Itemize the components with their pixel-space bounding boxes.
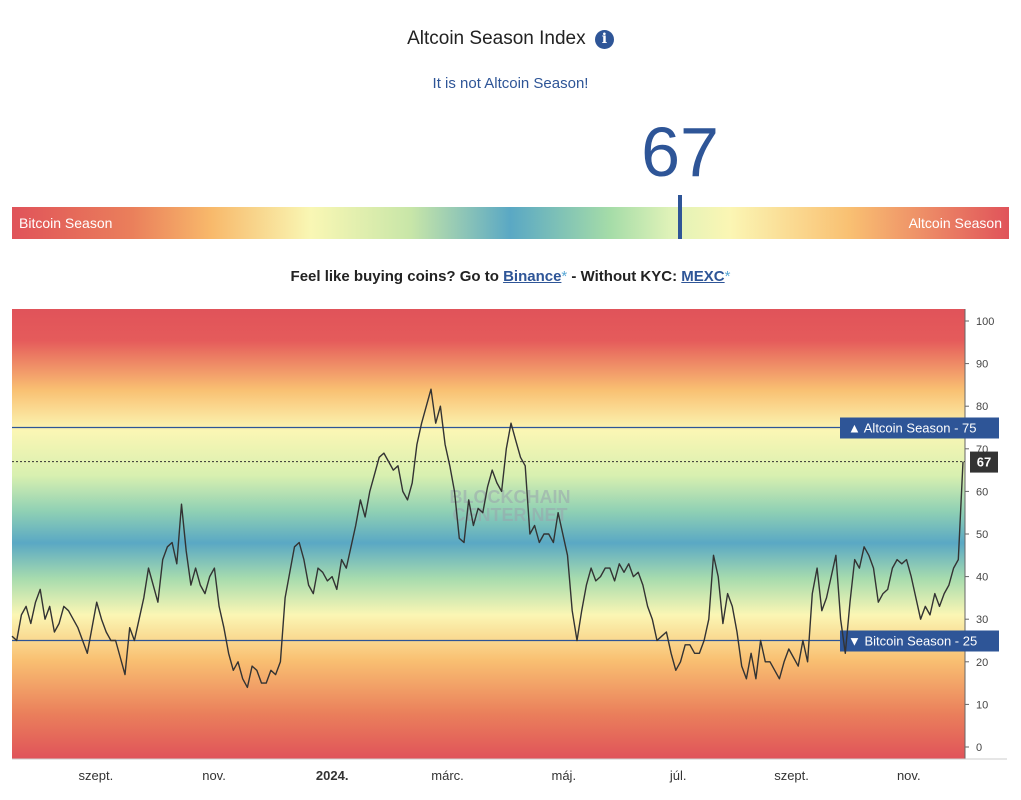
gauge-marker bbox=[677, 195, 682, 239]
y-tick-label: 30 bbox=[976, 614, 988, 626]
threshold-badge bbox=[840, 630, 999, 652]
promo-middle: - Without KYC: bbox=[567, 268, 682, 285]
y-tick-label: 20 bbox=[976, 657, 988, 669]
current-value: 67 bbox=[12, 451, 998, 473]
mexc-star: * bbox=[724, 268, 731, 285]
y-tick-label: 90 bbox=[976, 359, 988, 371]
y-tick-label: 100 bbox=[976, 316, 994, 328]
promo-prefix: Feel like buying coins? Go to bbox=[290, 268, 504, 285]
threshold-badge bbox=[840, 417, 999, 439]
x-tick-label: nov. bbox=[897, 768, 921, 783]
x-tick-label: szept. bbox=[79, 768, 114, 783]
index-value: 67 bbox=[641, 113, 719, 191]
current-value-badge bbox=[970, 451, 998, 473]
x-tick-label: szept. bbox=[774, 768, 809, 783]
gauge-label-altcoin: Altcoin Season bbox=[908, 215, 1002, 231]
promo-line: Feel like buying coins? Go to Binance* -… bbox=[0, 268, 1021, 285]
gauge-label-bitcoin: Bitcoin Season bbox=[19, 215, 113, 231]
watermark-line-2: CENTER.NET bbox=[452, 505, 567, 525]
x-tick-label: nov. bbox=[202, 768, 226, 783]
series-line bbox=[11, 388, 964, 689]
x-tick-label: 2024. bbox=[316, 768, 349, 783]
threshold-label: ▼ Bitcoin Season - 25 bbox=[848, 634, 977, 649]
season-status: It is not Altcoin Season! bbox=[432, 75, 589, 92]
axis-area bbox=[965, 309, 1007, 759]
y-tick-label: 60 bbox=[976, 486, 988, 498]
threshold-label: ▲ Altcoin Season - 75 bbox=[848, 421, 977, 436]
y-tick-label: 10 bbox=[976, 699, 988, 711]
mexc-link[interactable]: MEXC bbox=[681, 268, 725, 285]
y-tick-label: 40 bbox=[976, 572, 988, 584]
info-icon[interactable]: i bbox=[594, 30, 614, 49]
x-tick-label: márc. bbox=[431, 768, 464, 783]
x-tick-label: máj. bbox=[552, 768, 577, 783]
title-text: Altcoin Season Index bbox=[407, 28, 586, 49]
x-tick-label: júl. bbox=[669, 768, 687, 783]
y-tick-label: 50 bbox=[976, 529, 988, 541]
binance-link[interactable]: Binance bbox=[503, 268, 562, 285]
series-group bbox=[11, 388, 964, 689]
current-value-label: 67 bbox=[977, 455, 991, 470]
season-gauge: Bitcoin Season Altcoin Season bbox=[12, 195, 1009, 239]
chart-background bbox=[12, 309, 965, 759]
page-title: Altcoin Season Index i bbox=[0, 28, 1021, 50]
binance-star: * bbox=[561, 268, 568, 285]
x-ticks: szept. nov. 2024. márc. máj. júl. szept. nov. bbox=[79, 768, 921, 783]
threshold-lines: ▲ Altcoin Season - 75 ▼ Bitcoin Season - … bbox=[12, 417, 999, 652]
y-tick-label: 80 bbox=[976, 401, 988, 413]
y-tick-label: 0 bbox=[976, 742, 982, 754]
watermark-line-1: BLOCKCHAIN bbox=[450, 487, 571, 507]
